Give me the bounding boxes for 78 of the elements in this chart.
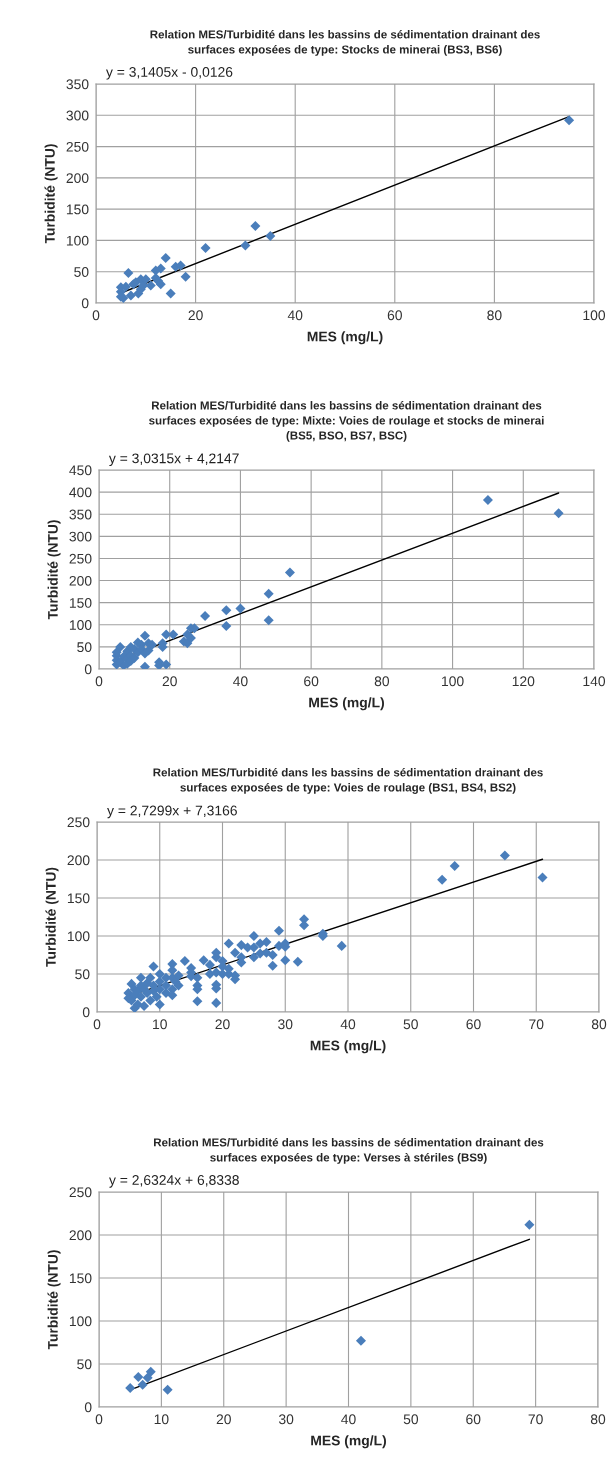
x-tick-label: 30 bbox=[278, 1019, 293, 1030]
y-tick-label: 200 bbox=[66, 173, 89, 184]
y-tick-label: 100 bbox=[69, 620, 92, 630]
y-tick-label: 200 bbox=[69, 575, 92, 586]
y-tick-label: 0 bbox=[81, 298, 89, 309]
y-tick-label: 400 bbox=[69, 487, 92, 498]
x-tick-label: 0 bbox=[95, 1414, 103, 1425]
y-axis-title: Turbidité (NTU) bbox=[47, 520, 61, 620]
x-tick-label: 20 bbox=[216, 1414, 231, 1425]
x-axis-title: MES (mg/L) bbox=[307, 331, 383, 345]
x-tick-label: 80 bbox=[590, 1414, 606, 1425]
y-tick-label: 150 bbox=[69, 1273, 92, 1284]
chart-title: Relation MES/Turbidité dans les bassins de sédimentation drainant des surfaces exposées de type: Voies de roulage (BS1, BS4, BS2) bbox=[153, 767, 543, 794]
y-tick-label: 350 bbox=[66, 79, 89, 90]
y-tick-label: 50 bbox=[75, 969, 90, 980]
y-tick-label: 50 bbox=[77, 642, 92, 653]
x-tick-label: 100 bbox=[442, 676, 464, 687]
x-tick-label: 20 bbox=[188, 310, 203, 321]
x-tick-label: 40 bbox=[233, 676, 248, 687]
y-tick-label: 0 bbox=[84, 664, 92, 675]
y-axis-title: Turbidité (NTU) bbox=[45, 867, 59, 967]
chart-title: Relation MES/Turbidité dans les bassins de sédimentation drainant des surfaces exposées de type: Verses à stériles (BS9) bbox=[154, 1137, 544, 1164]
x-tick-label: 40 bbox=[341, 1414, 356, 1425]
y-tick-label: 350 bbox=[69, 509, 92, 520]
x-axis-title: MES (mg/L) bbox=[310, 1040, 386, 1054]
x-tick-label: 80 bbox=[487, 310, 502, 321]
y-tick-label: 150 bbox=[66, 204, 89, 215]
x-tick-label: 60 bbox=[387, 310, 402, 321]
chart-title: Relation MES/Turbidité dans les bassins de sédimentation drainant des surfaces exposées de type: Mixte: Voies de roulage et stocks de minerai (BS5, BSO, BS7, BSC) bbox=[149, 400, 544, 442]
y-tick-label: 100 bbox=[67, 931, 90, 942]
text: y = 2,7299x + 7,3166 bbox=[107, 805, 237, 819]
x-tick-label: 100 bbox=[583, 310, 606, 321]
chart-title: Relation MES/Turbidité dans les bassins de sédimentation drainant des surfaces exposées de type: Stocks de minerai (BS3, BS6) bbox=[150, 29, 540, 56]
y-tick-label: 250 bbox=[69, 553, 92, 564]
x-tick-label: 0 bbox=[93, 1019, 101, 1030]
x-tick-label: 60 bbox=[466, 1019, 481, 1030]
x-tick-label: 10 bbox=[154, 1414, 169, 1425]
y-tick-label: 50 bbox=[74, 267, 89, 277]
y-tick-label: 50 bbox=[77, 1359, 92, 1370]
x-tick-label: 0 bbox=[92, 310, 100, 321]
x-tick-label: 70 bbox=[529, 1019, 544, 1030]
y-tick-label: 200 bbox=[67, 855, 90, 866]
text: y = 2,6324x + 6,8338 bbox=[109, 1175, 239, 1188]
y-tick-label: 200 bbox=[69, 1230, 92, 1241]
y-tick-label: 150 bbox=[69, 598, 92, 608]
y-tick-label: 100 bbox=[69, 1316, 92, 1327]
x-tick-label: 40 bbox=[340, 1019, 356, 1030]
x-axis-title: MES (mg/L) bbox=[309, 697, 384, 711]
x-tick-label: 50 bbox=[403, 1019, 418, 1030]
text: y = 3,1405x - 0,0126 bbox=[105, 67, 233, 80]
text: y = 3,0315x + 4,2147 bbox=[108, 453, 239, 467]
x-tick-label: 60 bbox=[304, 676, 319, 687]
y-tick-label: 300 bbox=[66, 110, 89, 121]
x-tick-label: 50 bbox=[403, 1414, 419, 1425]
y-tick-label: 0 bbox=[82, 1007, 90, 1018]
y-axis-title: Turbidité (NTU) bbox=[47, 1250, 61, 1350]
x-tick-label: 140 bbox=[583, 676, 606, 687]
y-axis-title: Turbidité (NTU) bbox=[44, 144, 58, 244]
x-tick-label: 80 bbox=[591, 1019, 607, 1030]
x-tick-label: 40 bbox=[287, 310, 303, 321]
y-tick-label: 250 bbox=[67, 817, 90, 828]
x-tick-label: 20 bbox=[162, 676, 177, 687]
x-axis-title: MES (mg/L) bbox=[311, 1435, 386, 1449]
x-tick-label: 70 bbox=[528, 1414, 543, 1425]
x-tick-label: 80 bbox=[374, 676, 390, 687]
y-tick-label: 450 bbox=[69, 465, 92, 476]
x-tick-label: 0 bbox=[95, 676, 103, 687]
x-tick-label: 60 bbox=[466, 1414, 481, 1425]
y-tick-label: 100 bbox=[66, 235, 89, 246]
y-tick-label: 0 bbox=[84, 1402, 92, 1413]
y-tick-label: 300 bbox=[69, 531, 92, 542]
x-tick-label: 30 bbox=[278, 1414, 294, 1425]
x-tick-label: 120 bbox=[512, 676, 535, 687]
y-tick-label: 250 bbox=[66, 141, 89, 152]
y-tick-label: 150 bbox=[67, 893, 90, 904]
x-tick-label: 20 bbox=[215, 1019, 230, 1030]
y-tick-label: 250 bbox=[69, 1187, 92, 1198]
x-tick-label: 10 bbox=[153, 1019, 167, 1030]
